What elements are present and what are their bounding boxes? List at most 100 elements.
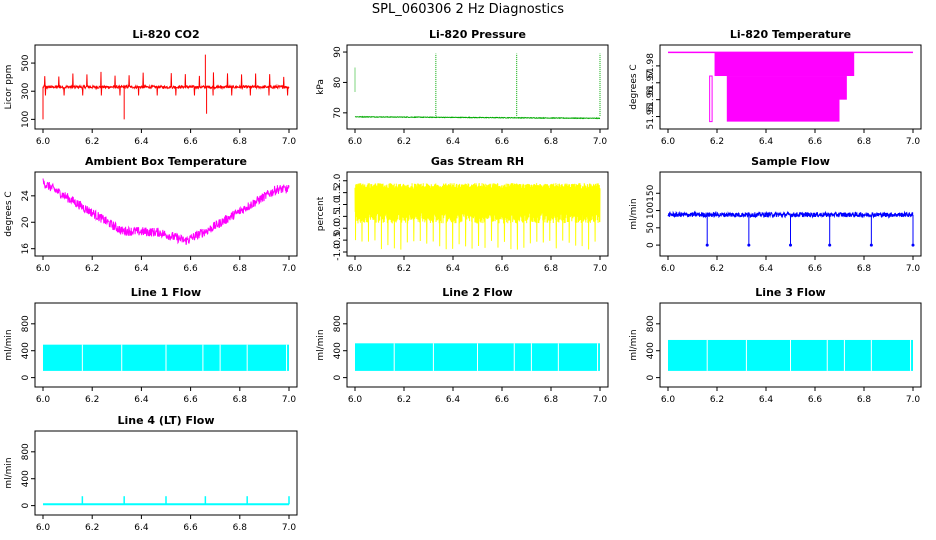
y-tick-label: 24	[21, 190, 31, 202]
data-point	[869, 243, 873, 247]
y-axis-label: ml/min	[4, 457, 14, 488]
page-title: SPL_060306 2 Hz Diagnostics	[371, 2, 565, 17]
y-tick-label: 0	[646, 242, 656, 248]
plot-frame	[346, 302, 609, 388]
x-tick-label: 6.6	[495, 264, 510, 274]
x-tick-label: 6.4	[759, 395, 774, 405]
panel-box_temp: Ambient Box Temperature 6.0 6.2 6.4 6.6 6.8 7.…	[4, 155, 298, 274]
y-axis-label: ml/min	[629, 198, 639, 229]
series-sample_flow	[667, 210, 915, 247]
y-axis-label: ml/min	[316, 329, 326, 360]
x-tick-label: 7.0	[906, 395, 921, 405]
y-tick-label: 400	[333, 342, 343, 359]
panel-line3: Line 3 Flow 6.0 6.2 6.4 6.6 6.8 7.0 0 400 800 ml/m…	[629, 286, 922, 405]
data-line	[354, 115, 601, 120]
y-tick-label: 70	[333, 107, 343, 119]
panel-title: Li-820 Temperature	[730, 28, 851, 41]
panel-title: Li-820 CO2	[132, 28, 199, 41]
y-axis-label: ml/min	[4, 329, 14, 360]
series-licor_temp	[668, 51, 913, 123]
x-tick-label: 6.6	[495, 137, 510, 147]
data-line	[42, 71, 290, 96]
panel-line4: Line 4 (LT) Flow 6.0 6.2 6.4 6.6 6.8 7.0 0 400 80…	[4, 414, 298, 533]
panel-title: Line 2 Flow	[442, 286, 512, 299]
data-point	[747, 243, 751, 247]
y-axis-label: percent	[316, 196, 326, 231]
x-tick-label: 6.4	[446, 137, 461, 147]
x-tick-label: 7.0	[282, 395, 297, 405]
x-tick-label: 6.0	[661, 137, 676, 147]
x-tick-label: 6.4	[759, 264, 774, 274]
data-point	[828, 243, 832, 247]
y-tick-label: 51.98	[646, 53, 656, 79]
plot-frame	[659, 171, 922, 257]
y-axis-label: kPa	[316, 79, 326, 95]
panel-title: Line 4 (LT) Flow	[118, 414, 215, 427]
series-line1	[43, 344, 289, 371]
y-tick-label: 400	[21, 470, 31, 487]
x-tick-label: 6.6	[808, 395, 823, 405]
y-tick-label: 0.5	[333, 209, 343, 223]
x-tick-label: 6.2	[710, 395, 724, 405]
y-tick-label: 150	[646, 184, 656, 201]
panel-title: Line 3 Flow	[755, 286, 825, 299]
x-tick-label: 7.0	[593, 395, 608, 405]
y-axis-label: ml/min	[629, 329, 639, 360]
panel-line1: Line 1 Flow 6.0 6.2 6.4 6.6 6.8 7.0 0 400 800 ml/m…	[4, 286, 298, 405]
x-tick-label: 7.0	[906, 137, 921, 147]
y-tick-label: 80	[333, 76, 343, 88]
x-tick-label: 6.0	[348, 264, 363, 274]
x-tick-label: 6.2	[397, 264, 411, 274]
x-tick-label: 6.8	[857, 395, 872, 405]
x-tick-label: 6.2	[710, 137, 724, 147]
x-tick-label: 6.6	[808, 137, 823, 147]
plot-frame	[346, 44, 609, 130]
x-tick-label: 6.8	[544, 395, 559, 405]
y-axis-label: Licor ppm	[4, 65, 14, 110]
x-tick-label: 6.2	[397, 137, 411, 147]
y-tick-label: 100	[646, 202, 656, 219]
x-tick-label: 6.0	[36, 395, 51, 405]
x-tick-label: 6.4	[134, 523, 149, 533]
x-tick-label: 6.8	[233, 523, 248, 533]
data-point	[789, 243, 792, 247]
y-tick-label: 2.0	[333, 173, 343, 188]
y-tick-label: 20	[21, 216, 31, 228]
x-tick-label: 6.6	[183, 395, 198, 405]
data-block	[839, 76, 847, 100]
plot-frame	[34, 430, 298, 516]
y-axis-label: degrees C	[4, 191, 14, 236]
y-tick-label: 50	[646, 222, 656, 234]
x-tick-label: 6.0	[348, 137, 363, 147]
y-tick-label: 0	[333, 374, 343, 380]
x-tick-label: 6.6	[183, 523, 198, 533]
x-tick-label: 6.4	[759, 137, 774, 147]
series-line4	[43, 496, 290, 506]
y-tick-label: 400	[21, 342, 31, 359]
x-tick-label: 6.6	[495, 395, 510, 405]
y-axis-label: degrees C	[629, 64, 639, 109]
x-tick-label: 7.0	[282, 264, 297, 274]
data-block	[726, 76, 840, 122]
data-point	[705, 243, 709, 247]
y-tick-label: 16	[21, 243, 31, 255]
panel-co2: Li-820 CO2 6.0 6.2 6.4 6.6 6.8 7.0 100 300 500 Lic…	[4, 28, 298, 147]
x-tick-label: 6.8	[233, 264, 248, 274]
data-point	[911, 243, 915, 247]
y-tick-label: 0	[21, 374, 31, 380]
plot-frame	[659, 302, 922, 388]
y-tick-label: 51.95	[646, 104, 656, 130]
panel-line2: Line 2 Flow 6.0 6.2 6.4 6.6 6.8 7.0 0 400 800 ml/m…	[316, 286, 609, 405]
x-tick-label: 6.0	[661, 264, 676, 274]
plot-frame	[659, 44, 922, 130]
x-tick-label: 6.0	[36, 523, 51, 533]
series-pressure	[354, 53, 601, 120]
y-tick-label: 0	[21, 502, 31, 508]
data-line	[42, 178, 290, 245]
series-rh	[354, 183, 601, 250]
panel-title: Li-820 Pressure	[429, 28, 526, 41]
plot-frame	[346, 171, 609, 257]
panel-title: Line 1 Flow	[131, 286, 201, 299]
